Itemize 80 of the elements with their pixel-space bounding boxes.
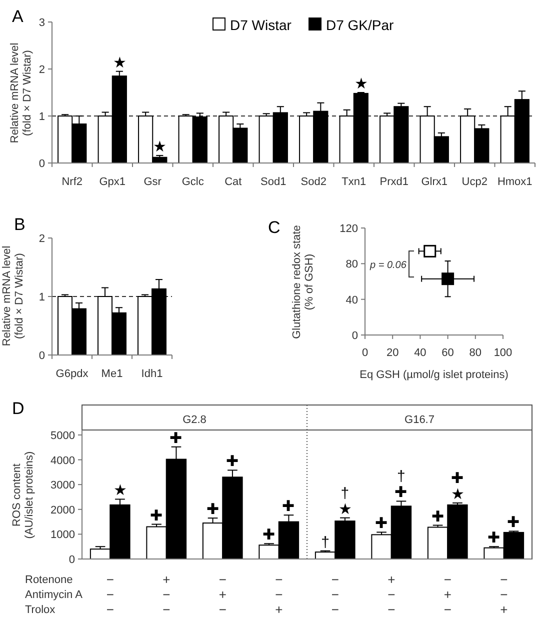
x-tick-label: Glrx1 <box>421 176 448 188</box>
data-label: ✚ <box>431 508 444 526</box>
chart-title: D <box>12 399 24 418</box>
chart-title: B <box>14 215 26 234</box>
data-label: ✚ <box>170 430 183 447</box>
legend-label: D7 Wistar <box>230 17 292 33</box>
y-axis-title: Glutathione redox state (% of GSH) <box>291 225 316 339</box>
y-tick-label: 4000 <box>50 454 75 467</box>
text: Trolox <box>25 604 56 616</box>
x-tick-label: − − − <box>106 572 114 617</box>
x-tick-label: 100 <box>494 347 512 359</box>
data-label: ✚ <box>375 515 388 532</box>
data-label: ✚ ★ <box>450 470 464 503</box>
y-tick-label: 3 <box>38 17 45 29</box>
y-tick-label: 0 <box>38 158 45 170</box>
x-tick-label: Gclc <box>182 176 204 188</box>
data-label: ✚ <box>150 507 164 524</box>
text: Rotenone <box>25 574 73 586</box>
x-tick-label: − + − <box>444 572 452 617</box>
x-axis-title: Eq GSH (µmol/g islet proteins) <box>360 369 508 381</box>
data-label: ✚ <box>226 453 239 470</box>
data-label: ★ <box>153 138 166 156</box>
x-tick-label: − − − <box>331 572 339 617</box>
y-tick-label: 1000 <box>50 529 75 542</box>
data-label: ✚ <box>206 501 220 518</box>
y-tick-label: 0 <box>352 330 358 342</box>
data-label: ✚ <box>262 526 276 544</box>
x-tick-label: Prxd1 <box>380 176 408 188</box>
data-label: ✚ <box>507 514 520 532</box>
y-tick-label: 0 <box>68 554 75 566</box>
data-label: † <box>321 534 330 551</box>
x-tick-label: 80 <box>469 347 482 359</box>
y-tick-label: 3000 <box>50 480 75 492</box>
x-tick-label: Ucp2 <box>462 176 488 188</box>
x-tick-label: − − + <box>275 572 283 617</box>
chart-title: A <box>12 7 24 26</box>
y-tick-label: 1 <box>38 292 45 304</box>
x-tick-label: + − − <box>162 572 170 617</box>
y-tick-label: 2 <box>38 233 45 245</box>
x-tick-label: Idh1 <box>141 368 163 380</box>
y-tick-label: 1 <box>38 111 45 123</box>
x-tick-label: − − + <box>500 572 508 617</box>
y-tick-label: 5000 <box>50 430 75 442</box>
data-label: † ✚ <box>394 468 408 502</box>
y-tick-label: 40 <box>346 294 358 306</box>
x-tick-label: Me1 <box>101 368 123 380</box>
x-tick-label: 60 <box>442 347 454 359</box>
data-label: † ★ <box>338 484 352 518</box>
x-tick-label: Txn1 <box>342 176 366 188</box>
x-tick-label: 0 <box>362 347 368 359</box>
annotation: p = 0.06 <box>369 260 407 271</box>
x-tick-label: − + − <box>218 572 226 617</box>
x-tick-label: Sod1 <box>260 176 286 188</box>
x-tick-label: Sod2 <box>300 176 326 188</box>
x-tick-label: + − − <box>388 572 396 617</box>
data-label: ★ <box>112 54 126 72</box>
legend-label: D7 GK/Par <box>326 17 394 33</box>
y-tick-label: 80 <box>346 258 358 271</box>
x-tick-label: Nrf2 <box>62 176 83 188</box>
x-tick-label: Gsr <box>144 176 162 188</box>
y-axis-title: Relative mRNA level (fold × D7 Wistar) <box>9 42 34 144</box>
chart-title: C <box>268 218 280 237</box>
text: Antimycin A <box>25 589 84 601</box>
y-tick-label: 120 <box>340 223 358 235</box>
data-label: ★ <box>354 76 368 92</box>
text: G16.7 <box>404 414 434 426</box>
x-tick-label: Cat <box>224 176 242 188</box>
data-label: ✚ <box>488 530 501 547</box>
x-tick-label: 40 <box>414 347 426 359</box>
x-tick-label: 20 <box>386 347 399 359</box>
x-tick-label: Hmox1 <box>497 176 532 188</box>
y-axis-title: Relative mRNA level (fold × D7 Wistar) <box>1 246 26 346</box>
x-tick-label: G6pdx <box>56 368 89 380</box>
text: G2.8 <box>182 414 206 426</box>
x-tick-label: Gpx1 <box>99 176 126 188</box>
y-tick-label: 2 <box>38 64 45 76</box>
data-label: ✚ <box>282 498 296 516</box>
y-tick-label: 2000 <box>50 504 75 516</box>
y-axis-title: ROS content (AU/islet proteins) <box>11 451 36 539</box>
data-label: ★ <box>113 482 126 500</box>
